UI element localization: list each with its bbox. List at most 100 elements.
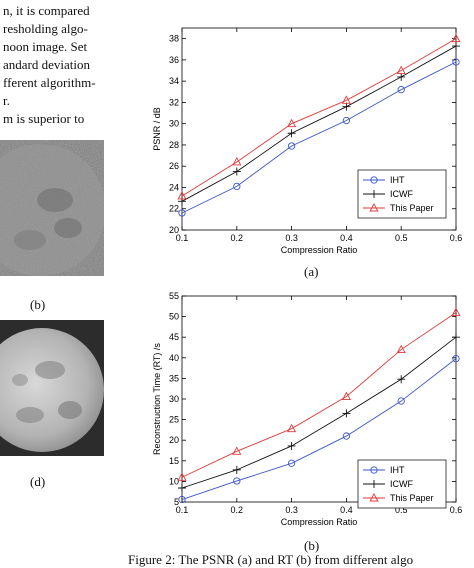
- data-point-circle: [178, 495, 186, 504]
- data-point-triangle: [341, 391, 351, 400]
- data-point-triangle: [232, 446, 242, 455]
- y-tick-label: 45: [169, 332, 179, 342]
- data-point-plus: [342, 102, 351, 111]
- x-tick-label: 0.1: [176, 505, 189, 515]
- legend: IHT ICWF This Paper: [357, 169, 447, 219]
- y-tick-label: 30: [169, 394, 179, 404]
- data-point-plus: [452, 42, 460, 51]
- y-tick-label: 30: [169, 119, 179, 129]
- x-tick-label: 0.3: [285, 233, 298, 243]
- data-point-triangle: [341, 95, 351, 104]
- text-line: resholding algo-: [3, 21, 88, 36]
- y-tick-label: 28: [169, 140, 179, 150]
- data-point-circle: [452, 354, 460, 363]
- data-point-triangle: [287, 118, 297, 128]
- legend-label: IHT: [390, 175, 405, 185]
- data-point-plus: [342, 409, 351, 418]
- data-point-circle: [342, 116, 351, 125]
- x-tick-label: 0.6: [450, 233, 463, 243]
- y-tick-label: 26: [169, 161, 179, 171]
- chart-a-label: (a): [304, 264, 319, 279]
- x-tick-label: 0.4: [340, 505, 353, 515]
- plot-frame: [181, 27, 457, 231]
- data-point-triangle: [451, 33, 461, 43]
- data-point-plus: [370, 190, 378, 198]
- series-line: [181, 312, 457, 478]
- legend-label: ICWF: [390, 189, 413, 199]
- data-point-circle: [287, 459, 296, 467]
- y-axis-label: PSNR / dB: [152, 107, 162, 151]
- data-point-triangle: [177, 191, 187, 200]
- data-point-plus: [232, 465, 241, 474]
- data-point-plus: [370, 480, 378, 488]
- y-tick-label: 22: [169, 204, 179, 214]
- data-point-circle: [452, 58, 460, 66]
- data-point-plus: [178, 483, 186, 492]
- y-axis-label: Reconstruction Time (RT) /s: [152, 343, 162, 455]
- y-tick-label: 24: [169, 182, 179, 192]
- data-point-plus: [452, 333, 460, 342]
- psnr-chart: 0.1 0.2 0.3 0.4 0.5 0.6 20 22 24 26 28 30 32 34 36 38 Co…: [152, 27, 463, 255]
- x-tick-label: 0.1: [176, 233, 189, 243]
- data-point-triangle: [369, 203, 379, 212]
- data-point-circle: [370, 466, 378, 474]
- data-point-triangle: [177, 472, 187, 481]
- y-tick-label: 55: [169, 291, 179, 301]
- text-line: noon image. Set: [3, 39, 88, 54]
- y-tick-label: 20: [169, 225, 179, 235]
- x-tick-label: 0.6: [450, 505, 463, 515]
- series-line: [181, 61, 457, 214]
- series-this-paper: [177, 307, 461, 481]
- data-point-triangle: [232, 157, 242, 166]
- legend-label: This Paper: [390, 493, 434, 503]
- rt-chart: 0.1 0.2 0.3 0.4 0.5 0.6 5 10 15 20 25 30 35 40 45 50 55 C…: [152, 291, 463, 527]
- data-point-circle: [370, 176, 378, 184]
- x-tick-label: 0.5: [395, 233, 408, 243]
- x-axis-label: Compression Ratio: [281, 245, 358, 255]
- text-line: andard deviation: [3, 57, 90, 72]
- data-point-circle: [233, 182, 241, 191]
- text-line: m is superior to: [3, 111, 85, 126]
- y-tick-label: 5: [174, 497, 179, 507]
- legend-label: IHT: [390, 465, 405, 475]
- y-tick-label: 10: [169, 476, 179, 486]
- y-tick-label: 32: [169, 97, 179, 107]
- subfigure-label-d: (d): [30, 474, 46, 489]
- data-point-circle: [397, 86, 405, 94]
- data-point-circle: [342, 432, 351, 440]
- y-tick-label: 40: [169, 353, 179, 363]
- text-line: n, it is compared: [3, 3, 90, 18]
- legend-label: This Paper: [390, 203, 434, 213]
- text-line: fferent algorithm-: [3, 75, 96, 90]
- series-icwf: [178, 42, 460, 206]
- series-iht: [178, 354, 460, 504]
- text-line: r.: [3, 93, 10, 108]
- data-point-circle: [287, 142, 296, 150]
- data-point-circle: [233, 477, 241, 485]
- series-this-paper: [177, 33, 461, 200]
- data-point-triangle: [287, 423, 297, 433]
- x-tick-label: 0.4: [340, 233, 353, 243]
- legend-label: ICWF: [390, 479, 413, 489]
- x-tick-label: 0.5: [395, 505, 408, 515]
- data-point-circle: [178, 209, 186, 217]
- data-point-circle: [397, 397, 405, 405]
- y-tick-label: 35: [169, 373, 179, 383]
- data-point-plus: [287, 441, 296, 450]
- y-tick-label: 50: [169, 312, 179, 322]
- x-tick-label: 0.3: [285, 505, 298, 515]
- data-point-plus: [287, 129, 296, 138]
- data-point-plus: [397, 375, 406, 384]
- series-line: [181, 336, 457, 489]
- x-axis-label: Compression Ratio: [281, 517, 358, 527]
- subfigure-label-b: (b): [30, 297, 46, 312]
- y-tick-label: 38: [169, 34, 179, 44]
- legend: IHT ICWF This Paper: [357, 459, 447, 509]
- y-tick-label: 34: [169, 76, 179, 86]
- noisy-moon-image: [0, 140, 104, 276]
- data-point-triangle: [396, 344, 406, 354]
- chart-b-label: (b): [304, 538, 320, 553]
- series-line: [181, 45, 457, 202]
- data-point-plus: [397, 72, 406, 81]
- data-point-triangle: [396, 65, 406, 74]
